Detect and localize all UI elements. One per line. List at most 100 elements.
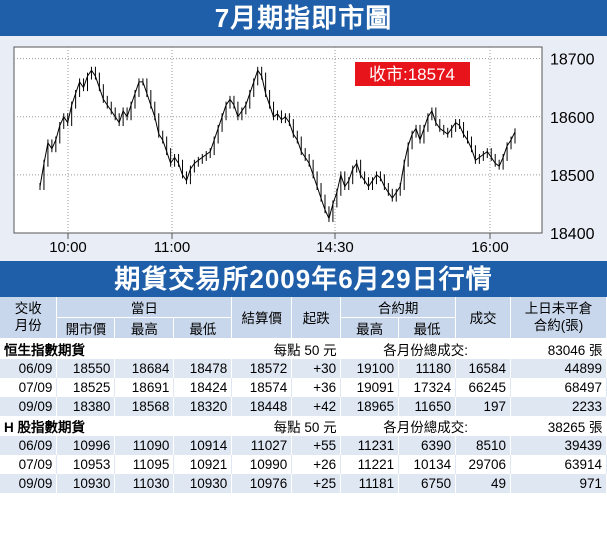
contract-month-cell: 07/09	[0, 377, 58, 397]
total-volume-label: 各月份總成交:	[340, 338, 511, 359]
x-tick-label: 16:00	[471, 239, 509, 256]
table-cell: 18320	[173, 396, 233, 416]
table-cell: 18691	[114, 377, 175, 397]
table-cell: 18965	[340, 396, 400, 416]
table-cell: 11030	[114, 473, 175, 493]
table-cell: 18478	[173, 358, 233, 378]
table-cell: 11027	[231, 435, 293, 455]
intraday-chart: 18400 18500 18600 18700 10:00 11:00 14:30 16:00…	[0, 36, 607, 261]
table-cell: 44899	[510, 358, 607, 378]
header-row-1: 交收 月份 當日 結算價 起跌 合約期 成交 上日未平倉 合約(張)	[0, 297, 607, 339]
table-cell: 10921	[173, 454, 233, 474]
section-name: H 股指數期貨	[0, 415, 232, 436]
table-cell: 18525	[56, 377, 116, 397]
y-tick-label: 18500	[550, 168, 595, 185]
chart-title: 7月期指即市圖	[214, 3, 393, 33]
y-tick-label: 18600	[550, 110, 595, 127]
table-row: 06/09 10996 11090 10914 11027 +55 11231 6390 851…	[0, 435, 607, 455]
header-row-2: 開市價 最高 最低 最高 最低	[0, 317, 607, 338]
col-contract-month: 交收 月份	[0, 297, 58, 339]
table-cell: +36	[291, 377, 342, 397]
table-cell: 18572	[231, 358, 293, 378]
total-volume: 83046 張	[510, 338, 607, 359]
table-row: 07/09 10953 11095 10921 10990 +26 11221 10134 29…	[0, 454, 607, 474]
table-cell: 63914	[510, 454, 607, 474]
table-cell: 11095	[114, 454, 175, 474]
contract-month-cell: 07/09	[0, 454, 58, 474]
x-tick-label: 11:00	[154, 239, 190, 256]
table-row: 06/09 18550 18684 18478 18572 +30 19100 11180 16…	[0, 358, 607, 378]
table-cell: 10930	[173, 473, 233, 493]
table-cell: 16584	[455, 358, 512, 378]
total-volume: 38265 張	[510, 415, 607, 436]
table-cell: 6750	[398, 473, 457, 493]
futures-quote-table: 交收 月份 當日 結算價 起跌 合約期 成交 上日未平倉 合約(張) 開市價 最…	[0, 297, 607, 493]
table-cell: +30	[291, 358, 342, 378]
table-cell: 18380	[56, 396, 116, 416]
table-cell: +25	[291, 473, 342, 493]
table-cell: 11181	[340, 473, 400, 493]
table-cell: 6390	[398, 435, 457, 455]
table-title-banner: 期貨交易所2009年6月29日行情	[0, 261, 607, 297]
col-settle: 結算價	[231, 297, 293, 339]
close-label: 收市:18574	[369, 65, 455, 84]
col-change: 起跌	[291, 297, 342, 339]
table-cell: 66245	[455, 377, 512, 397]
x-tick-label: 10:00	[49, 239, 87, 256]
table-title: 期貨交易所2009年6月29日行情	[114, 264, 493, 294]
table-cell: 18684	[114, 358, 175, 378]
table-cell: 971	[510, 473, 607, 493]
table-cell: 68497	[510, 377, 607, 397]
table-row: 09/09 10930 11030 10930 10976 +25 11181 6750 49 9…	[0, 473, 607, 493]
col-group-contract: 合約期	[340, 297, 457, 318]
chart-title-banner: 7月期指即市圖	[0, 0, 607, 36]
table-cell: 17324	[398, 377, 457, 397]
price-line	[39, 69, 516, 220]
table-cell: 11180	[398, 358, 457, 378]
table-cell: +55	[291, 435, 342, 455]
table-cell: 39439	[510, 435, 607, 455]
table-cell: 19100	[340, 358, 400, 378]
y-tick-label: 18400	[550, 226, 595, 243]
table-cell: 18448	[231, 396, 293, 416]
col-contract-high: 最高	[340, 317, 400, 338]
table-cell: 10930	[56, 473, 116, 493]
table-cell: 18574	[231, 377, 293, 397]
col-open: 開市價	[56, 317, 116, 338]
table-cell: 11221	[340, 454, 400, 474]
table-cell: 49	[455, 473, 512, 493]
table-cell: 10976	[231, 473, 293, 493]
table-cell: +26	[291, 454, 342, 474]
table-cell: 2233	[510, 396, 607, 416]
col-low: 最低	[173, 317, 233, 338]
table-cell: 10953	[56, 454, 116, 474]
table-cell: 197	[455, 396, 512, 416]
total-volume-label: 各月份總成交:	[340, 415, 511, 436]
section-header-row: 恒生指數期貨 每點 50 元各月份總成交: 83046 張	[0, 338, 607, 359]
point-value: 每點 50 元	[231, 415, 341, 436]
table-cell: 29706	[455, 454, 512, 474]
col-contract-low: 最低	[398, 317, 457, 338]
col-group-today: 當日	[56, 297, 233, 318]
table-cell: 18568	[114, 396, 175, 416]
table-cell: 10990	[231, 454, 293, 474]
table-cell: 10914	[173, 435, 233, 455]
contract-month-cell: 09/09	[0, 396, 58, 416]
col-volume: 成交	[455, 297, 512, 339]
y-tick-label: 18700	[550, 52, 595, 69]
table-cell: 8510	[455, 435, 512, 455]
table-cell: 18424	[173, 377, 233, 397]
contract-month-cell: 06/09	[0, 358, 58, 378]
col-open-interest: 上日未平倉 合約(張)	[510, 297, 607, 339]
table-cell: 11650	[398, 396, 457, 416]
close-label-box	[355, 62, 470, 86]
x-tick-label: 14:30	[316, 239, 354, 256]
chart-canvas: 18400 18500 18600 18700 10:00 11:00 14:30 16:00…	[13, 46, 595, 256]
table-row: 07/09 18525 18691 18424 18574 +36 19091 17324 66…	[0, 377, 607, 397]
table-cell: 19091	[340, 377, 400, 397]
section-header-row: H 股指數期貨 每點 50 元各月份總成交: 38265 張	[0, 415, 607, 436]
col-high: 最高	[114, 317, 175, 338]
contract-month-cell: 06/09	[0, 435, 58, 455]
table-cell: 11090	[114, 435, 175, 455]
contract-month-cell: 09/09	[0, 473, 58, 493]
